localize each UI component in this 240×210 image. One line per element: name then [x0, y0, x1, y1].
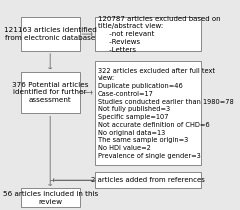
Text: 376 Potential articles
identified for further
assessment: 376 Potential articles identified for fu…	[12, 82, 88, 103]
FancyBboxPatch shape	[95, 61, 201, 165]
FancyBboxPatch shape	[21, 72, 79, 113]
Text: 121163 articles identified
from electronic database: 121163 articles identified from electron…	[4, 27, 96, 41]
Text: 56 articles included in this
review: 56 articles included in this review	[3, 191, 98, 205]
FancyBboxPatch shape	[21, 188, 79, 207]
Text: 322 articles excluded after full text
view:
Duplicate publication=46
Case-contro: 322 articles excluded after full text vi…	[98, 68, 234, 159]
Text: 120787 articles excluded based on
title/abstract view:
     -not relevant
     -: 120787 articles excluded based on title/…	[98, 16, 221, 52]
FancyBboxPatch shape	[95, 172, 201, 188]
Text: 2 articles added from references: 2 articles added from references	[91, 177, 205, 183]
FancyBboxPatch shape	[95, 17, 201, 51]
FancyBboxPatch shape	[21, 17, 79, 51]
